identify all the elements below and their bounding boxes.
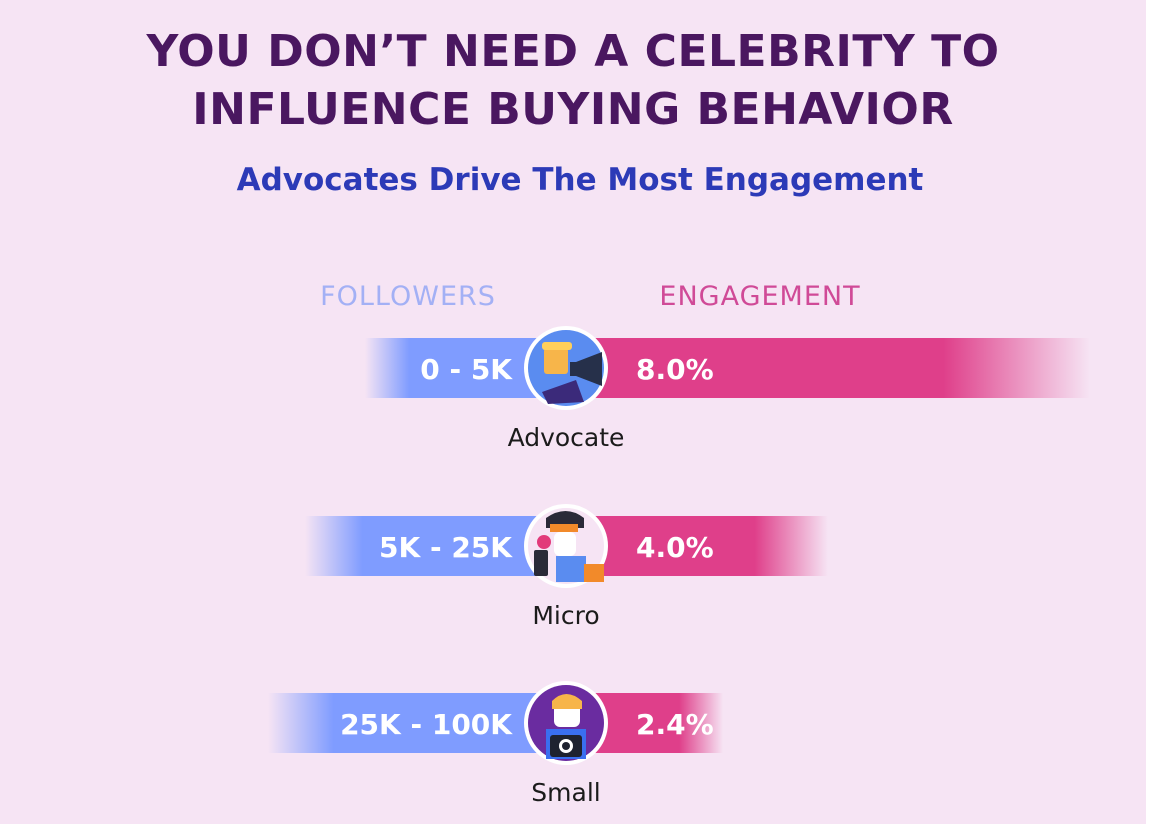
avatar-arm xyxy=(584,564,604,582)
followers-bar xyxy=(305,516,566,576)
avatar-face xyxy=(554,532,576,556)
engagement-value-label: 8.0% xyxy=(636,353,714,386)
title-line-2: INFLUENCE BUYING BEHAVIOR xyxy=(192,84,954,135)
advocate-megaphone-avatar-icon xyxy=(524,326,608,410)
avatar-hair xyxy=(542,342,572,350)
followers-range-label: 5K - 25K xyxy=(379,531,513,564)
page-margin xyxy=(1146,0,1168,824)
engagement-header: ENGAGEMENT xyxy=(659,281,860,312)
tier-label: Micro xyxy=(532,601,599,630)
avatar-body xyxy=(542,380,584,404)
megaphone-icon xyxy=(576,352,602,386)
megaphone-handle xyxy=(570,362,578,376)
micro-phone-avatar-icon xyxy=(524,504,608,588)
engagement-bar xyxy=(566,516,828,576)
avatar-body xyxy=(556,556,586,582)
followers-header: FOLLOWERS xyxy=(320,281,496,312)
engagement-value-label: 4.0% xyxy=(636,531,714,564)
engagement-value-label: 2.4% xyxy=(636,708,714,741)
phone-icon xyxy=(534,550,548,576)
avatar-hair xyxy=(546,511,584,528)
camera-lens-inner xyxy=(562,742,570,750)
avatar-headband xyxy=(550,524,578,532)
avatar-flower xyxy=(537,535,551,549)
engagement-bar xyxy=(566,338,1090,398)
subtitle: Advocates Drive The Most Engagement xyxy=(236,162,924,198)
followers-range-label: 0 - 5K xyxy=(420,353,513,386)
title-line-1: YOU DON’T NEED A CELEBRITY TO xyxy=(146,26,1000,77)
tier-label: Small xyxy=(531,778,600,807)
small-camera-avatar-icon xyxy=(524,681,608,765)
followers-range-label: 25K - 100K xyxy=(340,708,513,741)
followers-bar xyxy=(268,693,566,753)
avatar-hair xyxy=(552,694,582,709)
tier-label: Advocate xyxy=(508,423,625,452)
avatar-face xyxy=(544,348,568,374)
